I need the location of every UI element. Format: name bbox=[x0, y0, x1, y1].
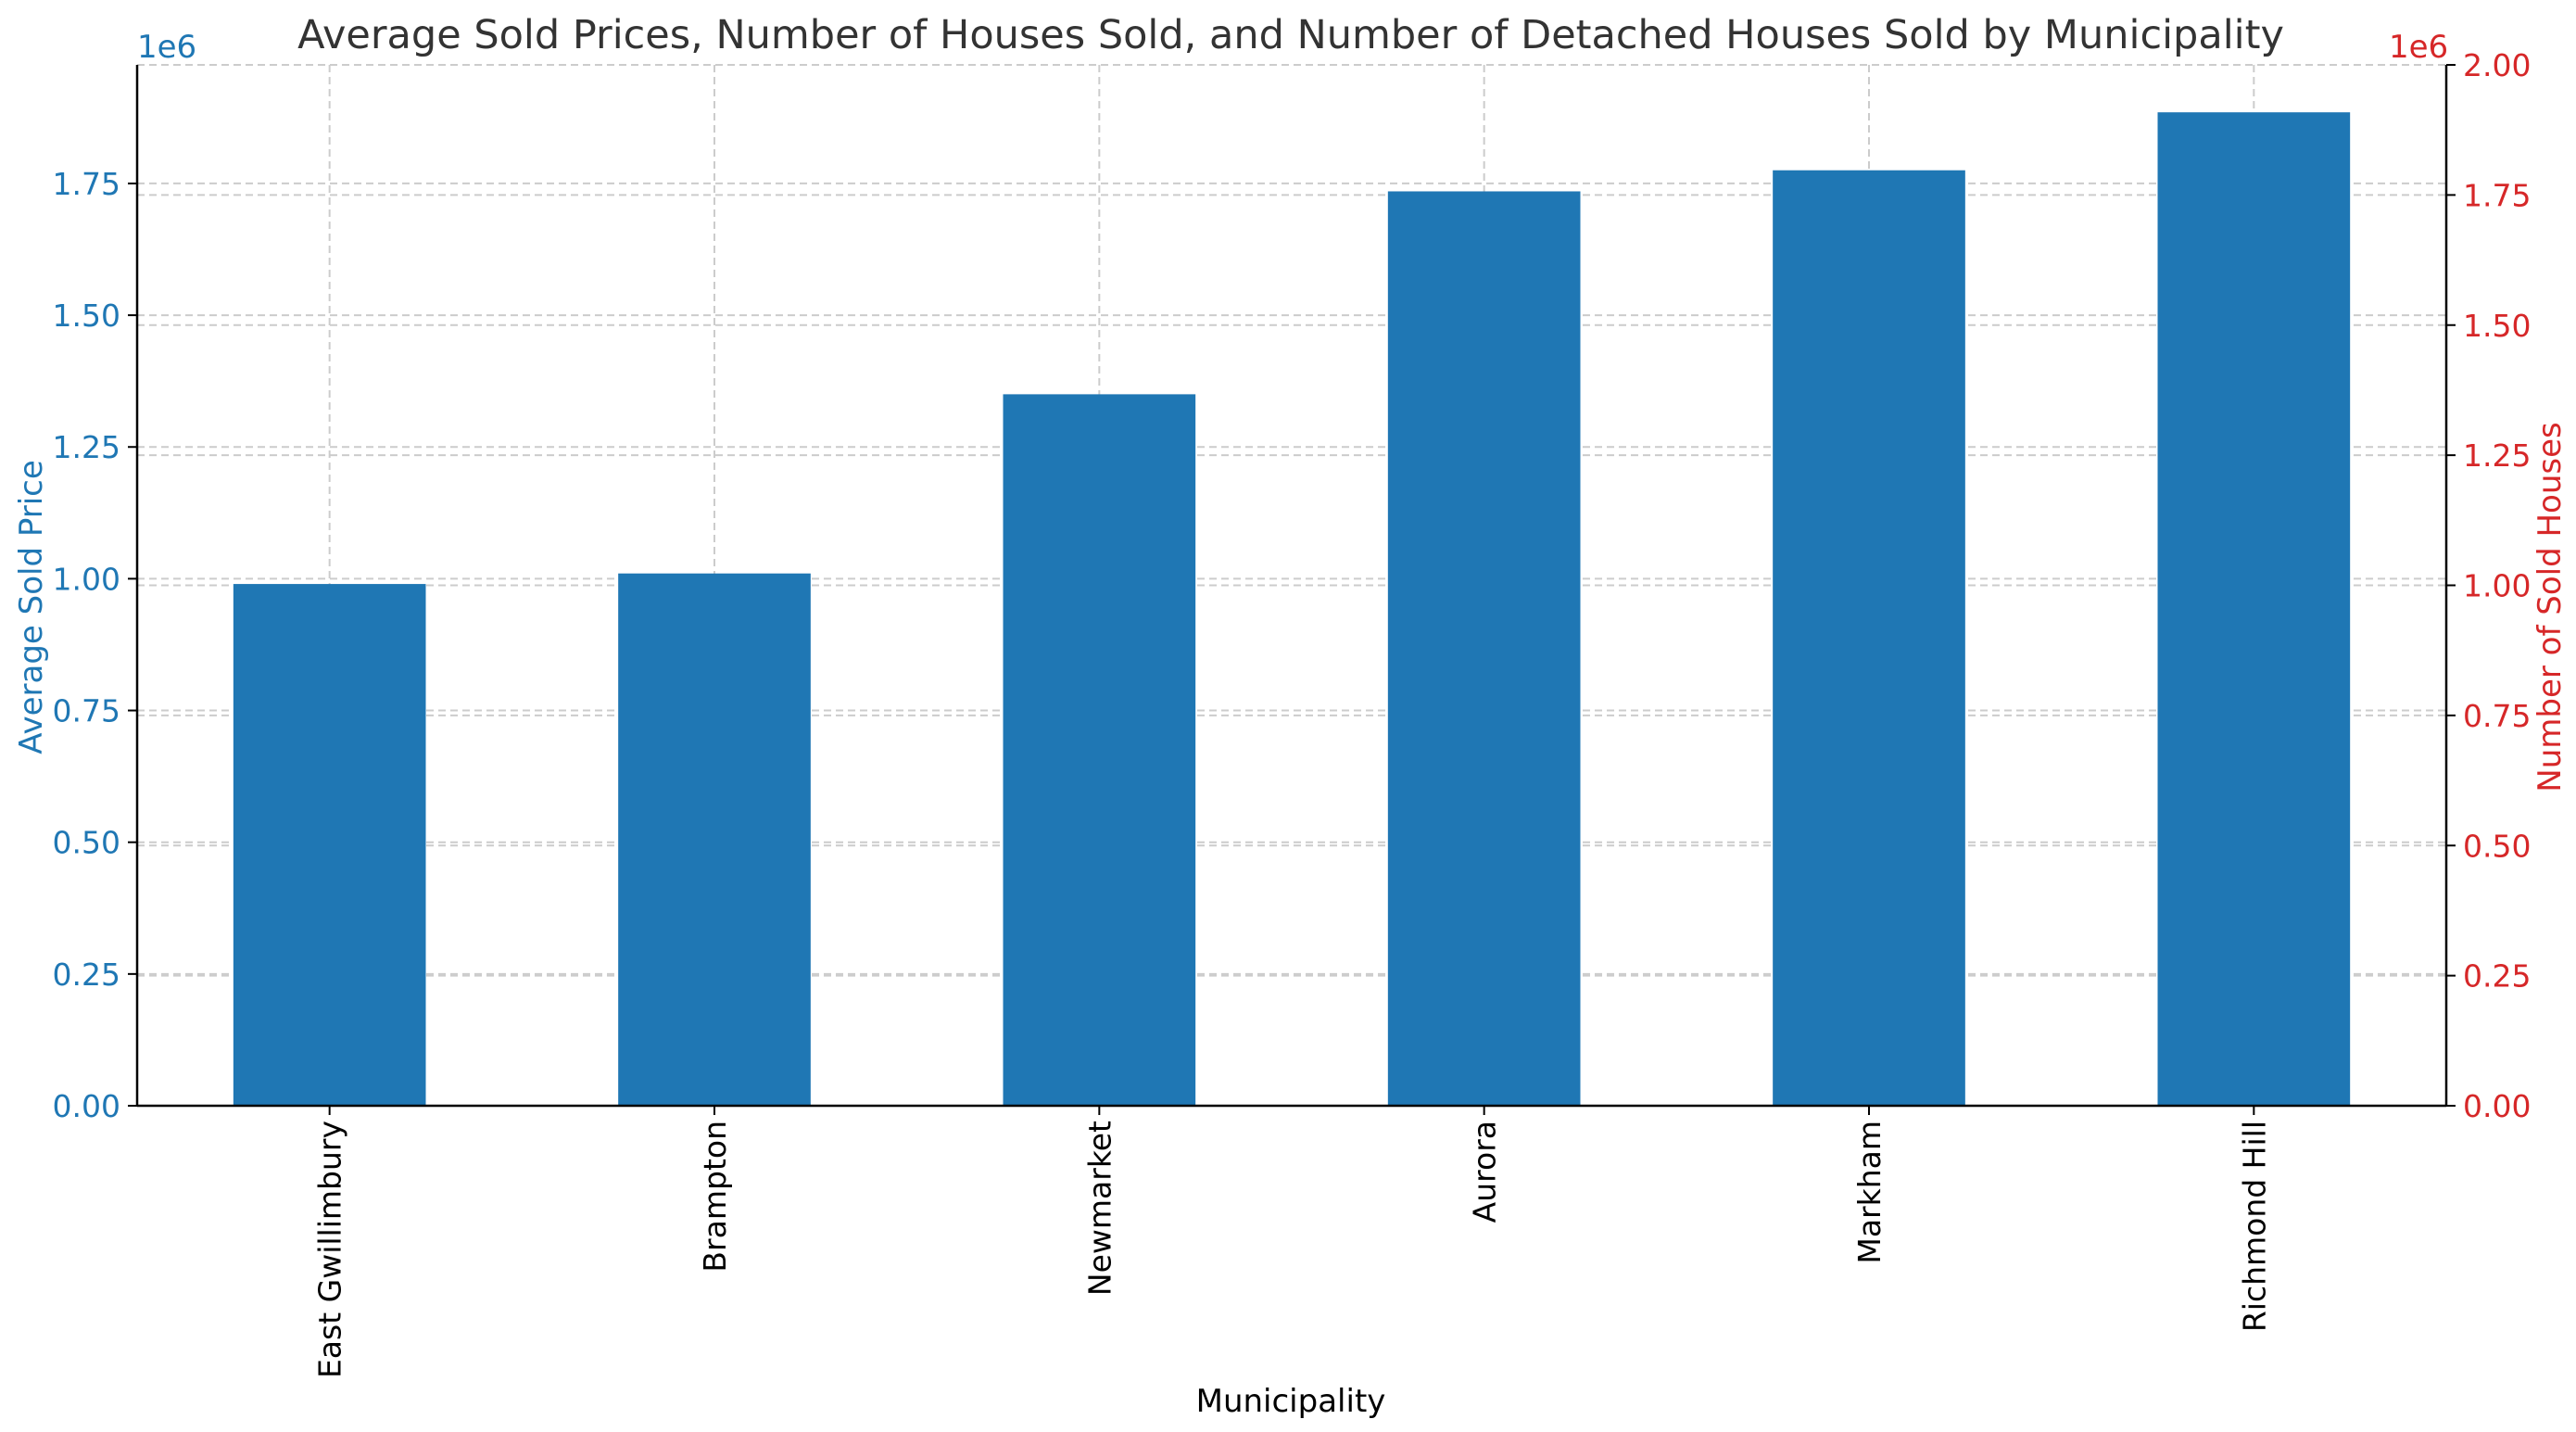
right-tick-label: 0.50 bbox=[2463, 828, 2531, 864]
right-tick-label: 0.00 bbox=[2463, 1088, 2531, 1124]
x-tick-label: Richmond Hill bbox=[2236, 1121, 2272, 1332]
chart-title: Average Sold Prices, Number of Houses So… bbox=[297, 12, 2284, 58]
left-tick-label: 1.50 bbox=[53, 298, 120, 334]
left-tick-label: 0.75 bbox=[53, 693, 120, 729]
bar bbox=[2157, 112, 2351, 1106]
left-axis-offset-label: 1e6 bbox=[137, 29, 196, 66]
x-tick-label: Aurora bbox=[1467, 1121, 1503, 1223]
right-tick-label: 1.00 bbox=[2463, 568, 2531, 604]
bar bbox=[1773, 170, 1965, 1107]
left-tick-label: 1.25 bbox=[53, 429, 120, 465]
left-tick-label: 0.25 bbox=[53, 957, 120, 993]
bar bbox=[618, 573, 811, 1106]
x-axis-ticks: East Gwillimbury Brampton Newmarket Aurora M… bbox=[312, 1106, 2272, 1378]
x-tick-label: Markham bbox=[1851, 1121, 1888, 1264]
right-y-axis-ticks: 0.00 0.25 0.50 0.75 1.00 1.25 1.50 1.75 2.00 bbox=[2446, 47, 2531, 1124]
left-y-axis-ticks: 0.00 0.25 0.50 0.75 1.00 1.25 1.50 1.75 bbox=[53, 166, 137, 1124]
right-tick-label: 1.25 bbox=[2463, 437, 2531, 474]
left-y-axis-label: Average Sold Price bbox=[13, 460, 50, 754]
x-axis-label: Municipality bbox=[1196, 1383, 1386, 1420]
right-tick-label: 0.25 bbox=[2463, 958, 2531, 995]
right-tick-label: 1.75 bbox=[2463, 177, 2531, 213]
x-tick-label: Newmarket bbox=[1081, 1121, 1118, 1296]
right-tick-label: 0.75 bbox=[2463, 698, 2531, 734]
right-tick-label: 2.00 bbox=[2463, 47, 2531, 83]
bars bbox=[233, 112, 2351, 1107]
right-y-axis-label: Number of Sold Houses bbox=[2532, 422, 2569, 792]
left-tick-label: 0.00 bbox=[53, 1088, 120, 1124]
x-tick-label: East Gwillimbury bbox=[312, 1121, 348, 1378]
right-axis-offset-label: 1e6 bbox=[2389, 29, 2448, 66]
x-tick-label: Brampton bbox=[697, 1121, 733, 1273]
bar bbox=[1387, 191, 1581, 1106]
left-tick-label: 1.75 bbox=[53, 166, 120, 202]
bar bbox=[1003, 394, 1196, 1106]
left-tick-label: 1.00 bbox=[53, 561, 120, 597]
right-tick-label: 1.50 bbox=[2463, 308, 2531, 344]
left-tick-label: 0.50 bbox=[53, 825, 120, 861]
bar bbox=[233, 584, 426, 1106]
